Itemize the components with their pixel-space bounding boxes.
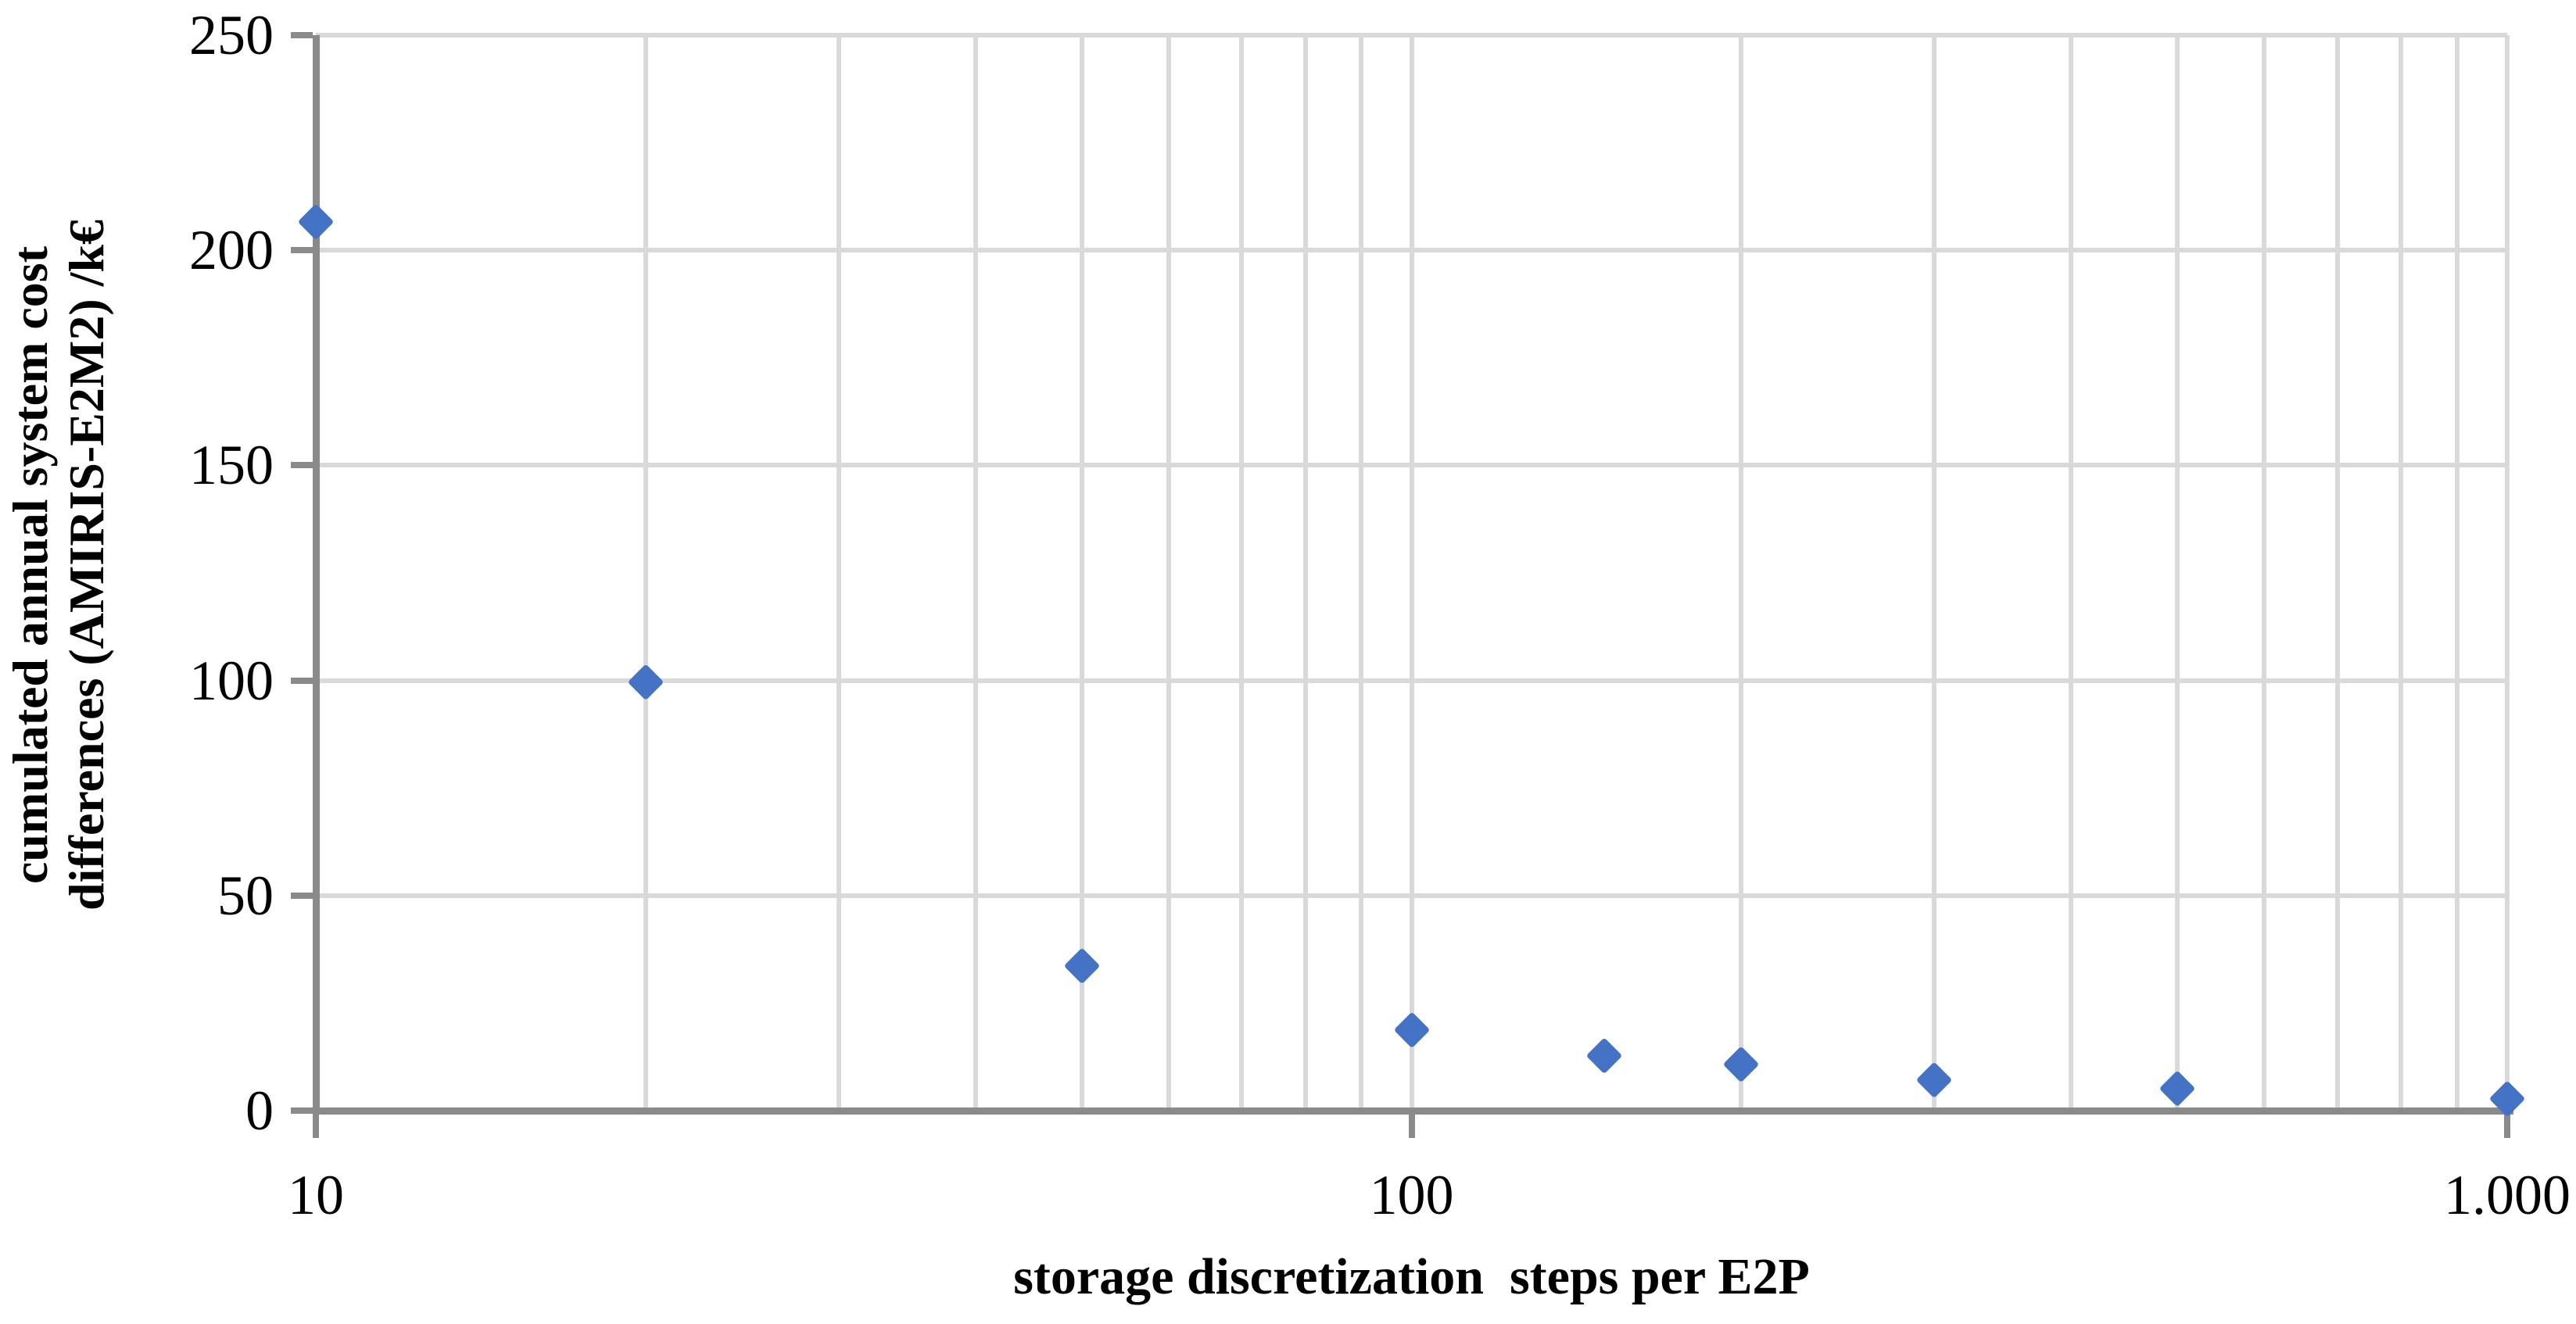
x-gridline: [2399, 35, 2404, 1111]
x-tick-label: 10: [288, 1164, 344, 1226]
y-tick-mark: [291, 247, 313, 254]
x-gridline: [1239, 35, 1245, 1111]
y-tick-label: 100: [189, 649, 274, 712]
x-axis-line: [313, 1108, 2513, 1115]
x-gridline: [1166, 35, 1171, 1111]
data-point-marker: [2159, 1070, 2196, 1107]
x-gridline: [973, 35, 978, 1111]
data-point-marker: [1585, 1037, 1623, 1075]
x-gridline: [836, 35, 841, 1111]
data-point-marker: [1063, 947, 1100, 985]
y-tick-label: 0: [245, 1079, 274, 1142]
x-tick-mark: [1408, 1115, 1415, 1138]
x-gridline: [1359, 35, 1364, 1111]
x-gridline: [2454, 35, 2460, 1111]
y-tick-label: 50: [217, 864, 274, 927]
data-point-marker: [1915, 1061, 1953, 1098]
y-tick-label: 250: [189, 4, 274, 66]
y-tick-label: 200: [189, 219, 274, 282]
y-tick-mark: [291, 677, 313, 684]
data-point-marker: [297, 203, 335, 240]
x-gridline: [1739, 35, 1744, 1111]
data-point-marker: [1393, 1011, 1430, 1049]
x-axis-title: storage discretization steps per E2P: [1013, 1248, 1810, 1305]
y-axis-title: cumulated annual system cost differences…: [2, 0, 120, 1132]
y-tick-mark: [291, 1108, 313, 1114]
x-tick-mark: [313, 1115, 319, 1138]
x-tick-mark: [2504, 1115, 2510, 1138]
y-axis-title-line1: cumulated annual system cost: [2, 245, 58, 885]
y-tick-mark: [291, 462, 313, 469]
x-gridline: [2262, 35, 2267, 1111]
x-gridline: [643, 35, 648, 1111]
x-gridline: [2069, 35, 2074, 1111]
x-gridline: [2175, 35, 2180, 1111]
x-tick-label: 1.000: [2444, 1164, 2571, 1226]
data-point-marker: [1723, 1046, 1760, 1083]
x-gridline: [2505, 35, 2510, 1111]
y-tick-label: 150: [189, 434, 274, 497]
y-axis-line: [313, 35, 320, 1114]
x-gridline: [1409, 35, 1414, 1111]
x-tick-label: 100: [1369, 1164, 1454, 1226]
y-axis-title-line2: differences (AMIRIS-E2M2) /k€: [59, 219, 114, 911]
x-gridline: [1302, 35, 1308, 1111]
x-gridline: [2334, 35, 2340, 1111]
y-tick-mark: [291, 892, 313, 899]
y-tick-mark: [291, 32, 313, 38]
x-gridline: [1932, 35, 1937, 1111]
x-gridline: [1079, 35, 1084, 1111]
data-point-marker: [627, 664, 665, 700]
